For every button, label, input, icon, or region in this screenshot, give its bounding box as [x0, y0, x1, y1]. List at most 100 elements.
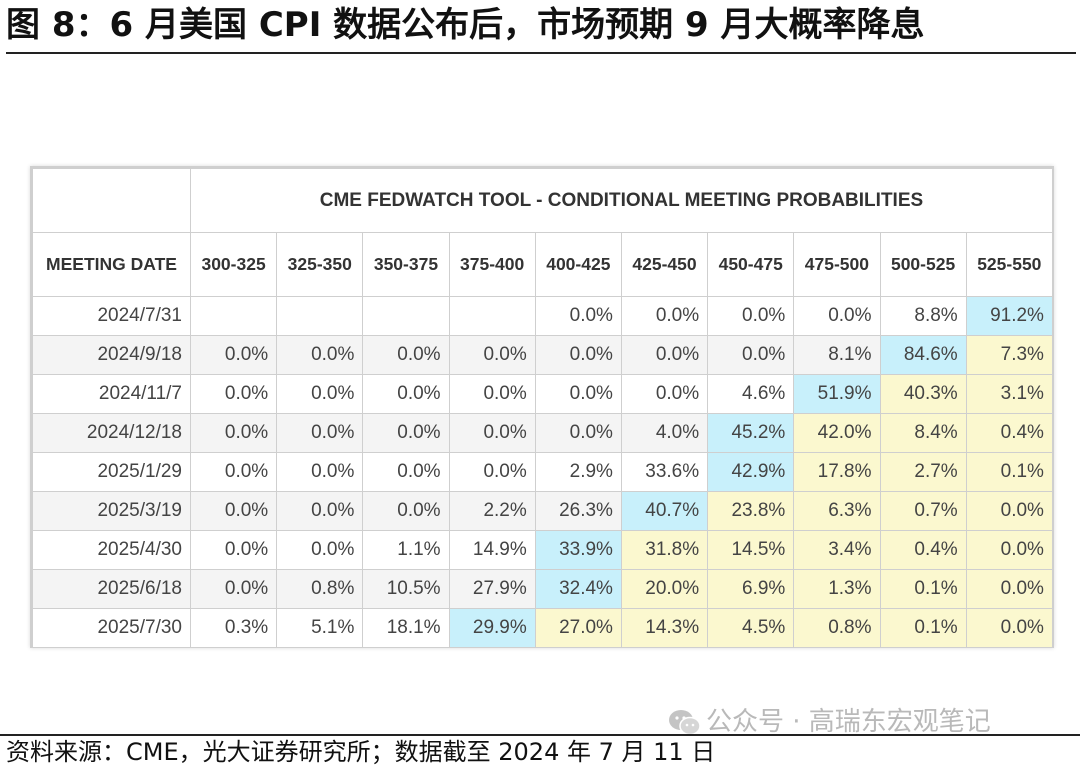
meeting-date-cell: 2024/7/31 — [32, 296, 191, 336]
watermark-text: 公众号 · 高瑞东宏观笔记 — [706, 707, 991, 737]
probability-cell: 0.0% — [362, 335, 450, 375]
probability-cell: 1.1% — [362, 530, 450, 570]
probability-cell: 0.0% — [189, 452, 278, 492]
probability-cell — [448, 296, 536, 336]
probability-cell: 10.5% — [362, 569, 450, 609]
probability-cell: 0.0% — [189, 413, 278, 453]
probability-cell: 0.0% — [707, 296, 795, 336]
column-header-400-425: 400-425 — [534, 232, 622, 297]
probability-cell: 0.0% — [448, 335, 536, 375]
meeting-date-cell: 2024/9/18 — [32, 335, 191, 375]
probability-cell: 0.0% — [189, 569, 278, 609]
probability-cell: 0.0% — [276, 374, 364, 414]
probability-cell: 7.3% — [965, 335, 1053, 375]
source-note: 资料来源：CME，光大证券研究所；数据截至 2024 年 7 月 11 日 — [6, 738, 716, 766]
column-header-350-375: 350-375 — [362, 232, 450, 297]
probability-cell: 18.1% — [362, 608, 450, 648]
probability-cell: 0.0% — [362, 452, 450, 492]
column-header-500-525: 500-525 — [879, 232, 967, 297]
probability-cell: 5.1% — [276, 608, 364, 648]
probability-cell: 0.0% — [276, 452, 364, 492]
probability-cell: 0.0% — [448, 413, 536, 453]
watermark: 公众号 · 高瑞东宏观笔记 — [668, 702, 991, 742]
probability-cell: 8.1% — [793, 335, 881, 375]
probability-cell: 0.0% — [276, 530, 364, 570]
probability-cell: 0.0% — [707, 335, 795, 375]
table-row: 2024/7/31 0.0% 0.0% 0.0% 0.0% 8.8% 91.2% — [32, 296, 1053, 336]
probability-cell: 0.0% — [620, 296, 709, 336]
probability-cell: 32.4% — [534, 569, 622, 609]
table-row: 2024/12/18 0.0% 0.0% 0.0% 0.0% 0.0% 4.0% 45.2% 4… — [32, 413, 1053, 453]
probability-cell: 0.8% — [793, 608, 881, 648]
table-row: 2025/1/29 0.0% 0.0% 0.0% 0.0% 2.9% 33.6% 42.9% 1… — [32, 452, 1053, 492]
probability-cell: 0.0% — [534, 374, 622, 414]
meeting-date-cell: 2025/7/30 — [32, 608, 191, 648]
probability-cell: 45.2% — [707, 413, 795, 453]
probability-cell: 14.5% — [707, 530, 795, 570]
probability-cell: 14.3% — [620, 608, 709, 648]
probability-cell: 0.0% — [362, 374, 450, 414]
table-row: 2025/4/30 0.0% 0.0% 1.1% 14.9% 33.9% 31.8% 14.5… — [32, 530, 1053, 570]
probability-cell: 2.2% — [448, 491, 536, 531]
table-row: 2024/9/18 0.0% 0.0% 0.0% 0.0% 0.0% 0.0% 0.0% 8.1… — [32, 335, 1053, 375]
probability-cell: 0.0% — [965, 569, 1053, 609]
meeting-date-cell: 2024/11/7 — [32, 374, 191, 414]
probability-cell: 14.9% — [448, 530, 536, 570]
fedwatch-table-frame: CME FEDWATCH TOOL - CONDITIONAL MEETING … — [30, 166, 1054, 648]
probability-cell — [276, 296, 364, 336]
probability-cell: 42.0% — [793, 413, 881, 453]
probability-cell: 1.3% — [793, 569, 881, 609]
probability-cell: 51.9% — [793, 374, 881, 414]
probability-cell: 84.6% — [879, 335, 967, 375]
probability-cell: 0.0% — [448, 452, 536, 492]
column-header-450-475: 450-475 — [707, 232, 795, 297]
probability-cell: 0.0% — [534, 296, 622, 336]
probability-cell: 8.8% — [879, 296, 967, 336]
probability-cell: 40.7% — [620, 491, 709, 531]
table-row: 2025/7/30 0.3% 5.1% 18.1% 29.9% 27.0% 14.3% 4.5… — [32, 608, 1053, 648]
probability-cell: 3.1% — [965, 374, 1053, 414]
probability-cell: 0.0% — [189, 530, 278, 570]
column-header-425-450: 425-450 — [620, 232, 709, 297]
probability-cell: 0.8% — [276, 569, 364, 609]
probability-cell: 0.0% — [276, 335, 364, 375]
probability-cell: 0.7% — [879, 491, 967, 531]
probability-cell: 0.0% — [793, 296, 881, 336]
probability-cell: 26.3% — [534, 491, 622, 531]
probability-cell: 0.0% — [965, 530, 1053, 570]
probability-cell — [362, 296, 450, 336]
probability-cell: 0.3% — [189, 608, 278, 648]
column-header-row: MEETING DATE 300-325 325-350 350-375 375-40… — [32, 232, 1053, 297]
probability-cell: 0.0% — [189, 374, 278, 414]
probability-cell: 29.9% — [448, 608, 536, 648]
probability-cell: 0.0% — [620, 374, 709, 414]
table-row: 2025/6/18 0.0% 0.8% 10.5% 27.9% 32.4% 20.0% 6.9… — [32, 569, 1053, 609]
source-bar: 资料来源：CME，光大证券研究所；数据截至 2024 年 7 月 11 日 — [0, 734, 1080, 768]
probability-cell: 17.8% — [793, 452, 881, 492]
probability-cell: 0.0% — [276, 413, 364, 453]
probability-cell: 6.3% — [793, 491, 881, 531]
probability-cell: 0.4% — [879, 530, 967, 570]
probability-cell: 4.6% — [707, 374, 795, 414]
probability-cell: 42.9% — [707, 452, 795, 492]
probability-cell: 23.8% — [707, 491, 795, 531]
probability-cell: 0.0% — [189, 335, 278, 375]
column-header-475-500: 475-500 — [793, 232, 881, 297]
probability-cell: 0.4% — [965, 413, 1053, 453]
probability-cell: 8.4% — [879, 413, 967, 453]
probability-cell: 0.0% — [620, 335, 709, 375]
meeting-date-cell: 2024/12/18 — [32, 413, 191, 453]
probability-cell: 0.0% — [362, 491, 450, 531]
probability-cell: 33.9% — [534, 530, 622, 570]
meeting-date-cell: 2025/6/18 — [32, 569, 191, 609]
probability-cell — [189, 296, 278, 336]
probability-cell: 31.8% — [620, 530, 709, 570]
probability-cell: 0.0% — [534, 335, 622, 375]
probability-cell: 6.9% — [707, 569, 795, 609]
probability-cell: 33.6% — [620, 452, 709, 492]
probability-cell: 91.2% — [965, 296, 1053, 336]
column-header-325-350: 325-350 — [276, 232, 364, 297]
probability-cell: 27.9% — [448, 569, 536, 609]
meeting-date-cell: 2025/3/19 — [32, 491, 191, 531]
probability-cell: 2.9% — [534, 452, 622, 492]
